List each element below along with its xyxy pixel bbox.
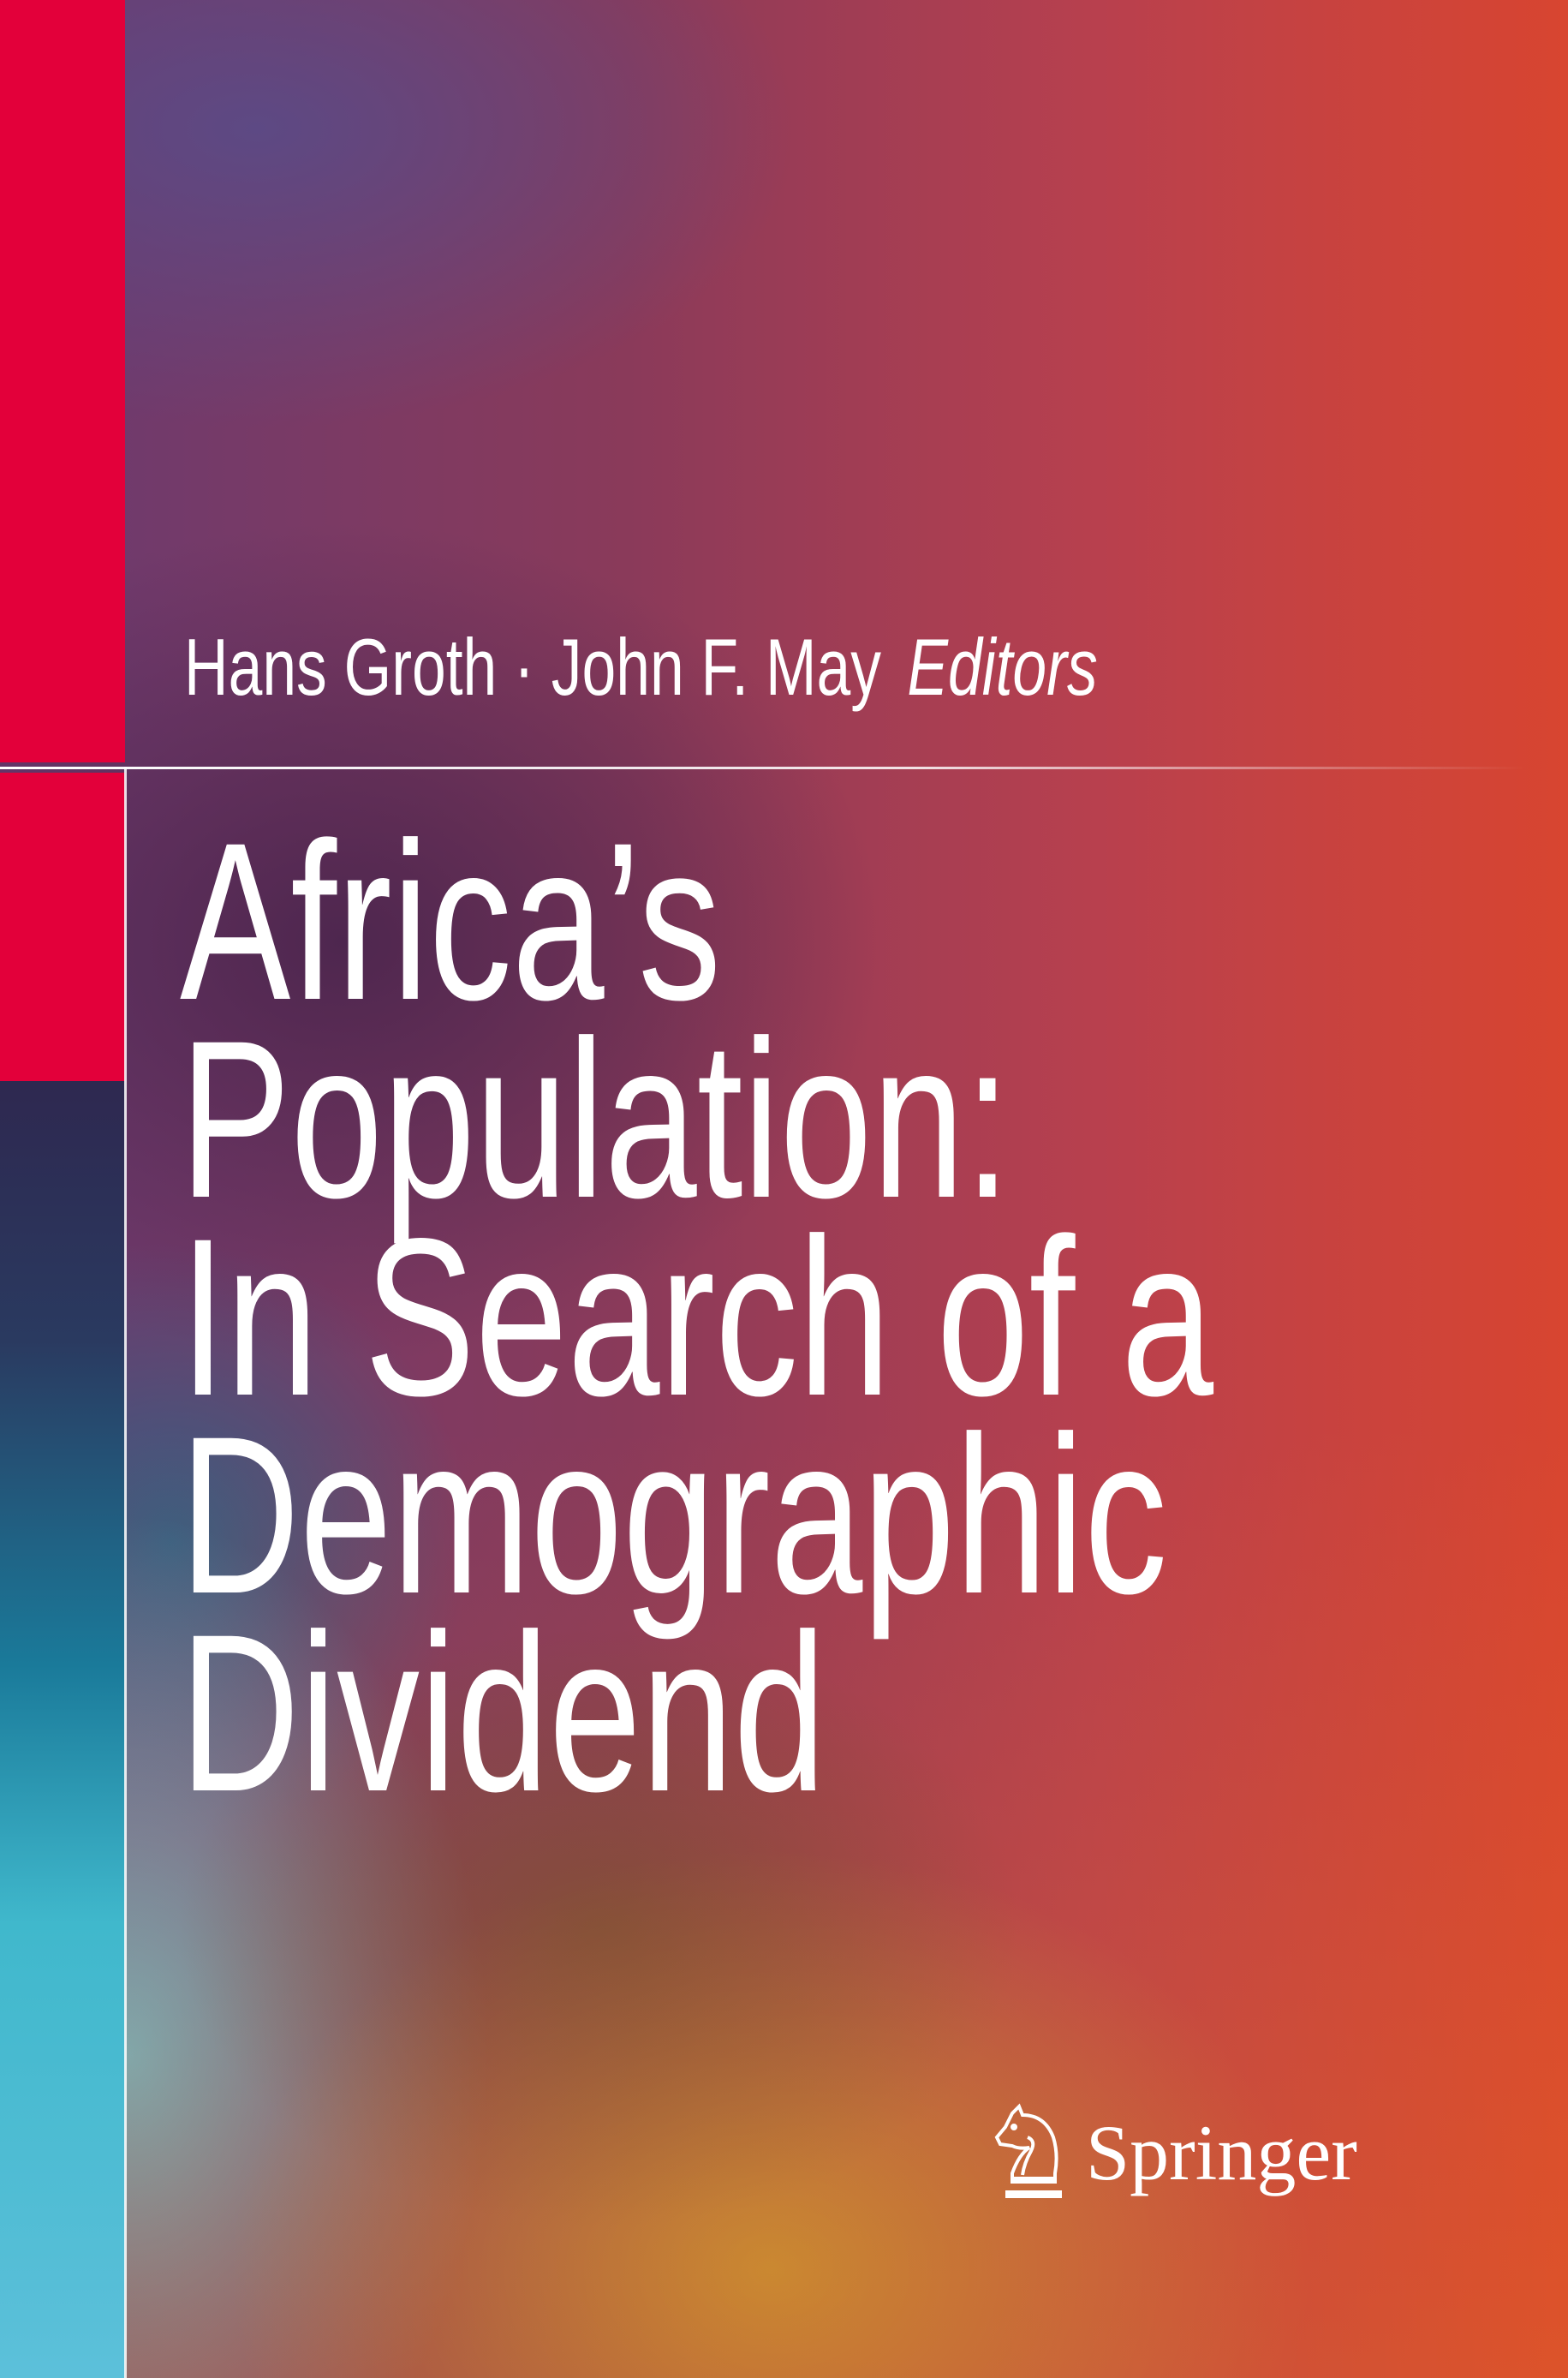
accent-strip-middle	[0, 773, 125, 1081]
accent-strip-top	[0, 0, 125, 762]
editors-names: Hans Groth · John F. May	[184, 622, 881, 712]
title-line: Demographic	[180, 1389, 1168, 1640]
editors-line: Hans Groth · John F. May Editors	[184, 621, 1098, 714]
vertical-divider	[124, 767, 127, 2378]
title-line: Population:	[180, 994, 1011, 1245]
title-line: Africa’s	[180, 796, 722, 1047]
horizontal-divider	[0, 767, 1524, 769]
springer-logo: Springer	[993, 2103, 1357, 2202]
title-line: Dividend	[180, 1587, 826, 1838]
editors-role: Editors	[907, 622, 1098, 712]
springer-horse-icon	[994, 2103, 1062, 2198]
color-strip-bottom	[0, 1081, 125, 2378]
book-title: Africa’s Population: In Search of a Demo…	[180, 796, 1568, 1838]
publisher-name: Springer	[1086, 2108, 1357, 2196]
title-line: In Search of a	[180, 1192, 1214, 1443]
